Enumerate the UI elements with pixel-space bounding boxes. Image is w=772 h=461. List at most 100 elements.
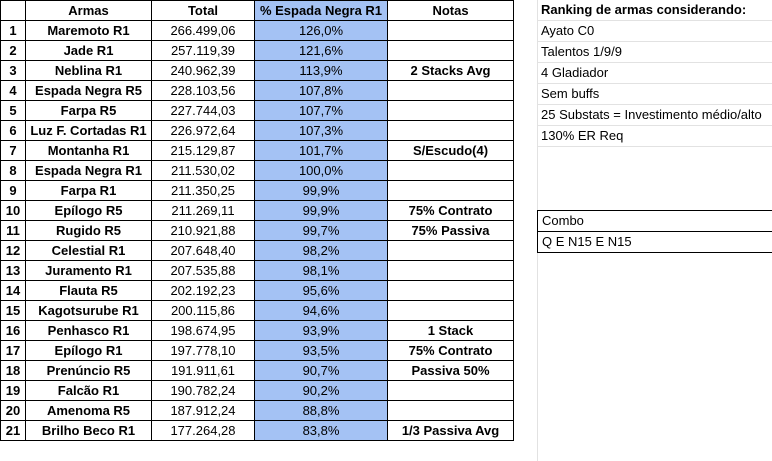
weapon-percent[interactable]: 90,2% <box>254 380 388 401</box>
weapon-percent[interactable]: 98,1% <box>254 260 388 281</box>
weapon-name[interactable]: Farpa R1 <box>25 180 152 201</box>
weapon-note[interactable] <box>387 100 514 121</box>
ranking-title[interactable]: Ranking de armas considerando: <box>537 0 772 21</box>
weapon-name[interactable]: Maremoto R1 <box>25 20 152 41</box>
weapon-name[interactable]: Neblina R1 <box>25 60 152 81</box>
weapon-note[interactable]: 1/3 Passiva Avg <box>387 420 514 441</box>
weapon-note[interactable] <box>387 180 514 201</box>
weapon-total[interactable]: 202.192,23 <box>151 280 255 301</box>
ranking-item[interactable]: Talentos 1/9/9 <box>537 42 772 63</box>
weapon-total[interactable]: 240.962,39 <box>151 60 255 81</box>
weapon-note[interactable] <box>387 280 514 301</box>
weapon-name[interactable]: Espada Negra R5 <box>25 80 152 101</box>
weapon-name[interactable]: Luz F. Cortadas R1 <box>25 120 152 141</box>
weapon-percent[interactable]: 83,8% <box>254 420 388 441</box>
ranking-item[interactable]: 25 Substats = Investimento médio/alto <box>537 105 772 126</box>
weapon-percent[interactable]: 88,8% <box>254 400 388 421</box>
weapon-note[interactable] <box>387 160 514 181</box>
weapon-note[interactable]: 2 Stacks Avg <box>387 60 514 81</box>
weapon-total[interactable]: 228.103,56 <box>151 80 255 101</box>
weapon-total[interactable]: 266.499,06 <box>151 20 255 41</box>
ranking-item[interactable]: 4 Gladiador <box>537 63 772 84</box>
weapon-total[interactable]: 190.782,24 <box>151 380 255 401</box>
row-index[interactable]: 1 <box>0 20 26 41</box>
row-index[interactable]: 8 <box>0 160 26 181</box>
weapon-name[interactable]: Juramento R1 <box>25 260 152 281</box>
row-index[interactable]: 14 <box>0 280 26 301</box>
row-index[interactable]: 6 <box>0 120 26 141</box>
weapon-name[interactable]: Falcão R1 <box>25 380 152 401</box>
weapon-percent[interactable]: 93,9% <box>254 320 388 341</box>
weapon-total[interactable]: 211.530,02 <box>151 160 255 181</box>
weapon-name[interactable]: Prenúncio R5 <box>25 360 152 381</box>
row-index[interactable]: 13 <box>0 260 26 281</box>
weapon-percent[interactable]: 99,9% <box>254 180 388 201</box>
weapon-name[interactable]: Espada Negra R1 <box>25 160 152 181</box>
weapon-percent[interactable]: 90,7% <box>254 360 388 381</box>
weapon-note[interactable] <box>387 380 514 401</box>
weapon-percent[interactable]: 126,0% <box>254 20 388 41</box>
row-index[interactable]: 16 <box>0 320 26 341</box>
weapon-note[interactable]: 75% Passiva <box>387 220 514 241</box>
weapon-total[interactable]: 227.744,03 <box>151 100 255 121</box>
row-index[interactable]: 21 <box>0 420 26 441</box>
weapon-total[interactable]: 177.264,28 <box>151 420 255 441</box>
weapon-percent[interactable]: 98,2% <box>254 240 388 261</box>
weapon-percent[interactable]: 94,6% <box>254 300 388 321</box>
weapon-name[interactable]: Epílogo R5 <box>25 200 152 221</box>
weapon-name[interactable]: Brilho Beco R1 <box>25 420 152 441</box>
header-percent[interactable]: % Espada Negra R1 <box>254 0 388 21</box>
weapon-total[interactable]: 198.674,95 <box>151 320 255 341</box>
ranking-item[interactable]: Sem buffs <box>537 84 772 105</box>
row-index[interactable]: 4 <box>0 80 26 101</box>
weapon-percent[interactable]: 107,8% <box>254 80 388 101</box>
weapon-note[interactable]: S/Escudo(4) <box>387 140 514 161</box>
weapon-total[interactable]: 187.912,24 <box>151 400 255 421</box>
row-index[interactable]: 18 <box>0 360 26 381</box>
weapon-name[interactable]: Farpa R5 <box>25 100 152 121</box>
weapon-total[interactable]: 211.350,25 <box>151 180 255 201</box>
weapon-note[interactable] <box>387 300 514 321</box>
weapon-name[interactable]: Rugido R5 <box>25 220 152 241</box>
weapon-note[interactable]: Passiva 50% <box>387 360 514 381</box>
weapon-note[interactable] <box>387 80 514 101</box>
weapon-note[interactable]: 75% Contrato <box>387 200 514 221</box>
weapon-name[interactable]: Celestial R1 <box>25 240 152 261</box>
header-total[interactable]: Total <box>151 0 255 21</box>
combo-label[interactable]: Combo <box>542 212 584 228</box>
weapon-name[interactable]: Amenoma R5 <box>25 400 152 421</box>
weapon-percent[interactable]: 93,5% <box>254 340 388 361</box>
weapon-percent[interactable]: 101,7% <box>254 140 388 161</box>
row-index[interactable]: 5 <box>0 100 26 121</box>
weapon-total[interactable]: 207.648,40 <box>151 240 255 261</box>
combo-value[interactable]: Q E N15 E N15 <box>538 231 772 252</box>
weapon-name[interactable]: Kagotsurube R1 <box>25 300 152 321</box>
weapon-total[interactable]: 226.972,64 <box>151 120 255 141</box>
header-index[interactable] <box>0 0 26 21</box>
weapon-note[interactable] <box>387 260 514 281</box>
weapon-percent[interactable]: 99,7% <box>254 220 388 241</box>
row-index[interactable]: 20 <box>0 400 26 421</box>
weapon-percent[interactable]: 95,6% <box>254 280 388 301</box>
row-index[interactable]: 2 <box>0 40 26 61</box>
weapon-total[interactable]: 215.129,87 <box>151 140 255 161</box>
weapon-percent[interactable]: 121,6% <box>254 40 388 61</box>
weapon-total[interactable]: 197.778,10 <box>151 340 255 361</box>
weapon-note[interactable] <box>387 240 514 261</box>
weapon-percent[interactable]: 113,9% <box>254 60 388 81</box>
weapon-percent[interactable]: 107,3% <box>254 120 388 141</box>
weapon-total[interactable]: 210.921,88 <box>151 220 255 241</box>
weapon-percent[interactable]: 107,7% <box>254 100 388 121</box>
ranking-item[interactable]: Ayato C0 <box>537 21 772 42</box>
ranking-item[interactable]: 130% ER Req <box>537 126 772 147</box>
weapon-note[interactable]: 75% Contrato <box>387 340 514 361</box>
weapon-note[interactable] <box>387 400 514 421</box>
row-index[interactable]: 10 <box>0 200 26 221</box>
header-notas[interactable]: Notas <box>387 0 514 21</box>
row-index[interactable]: 15 <box>0 300 26 321</box>
header-armas[interactable]: Armas <box>25 0 152 21</box>
weapon-note[interactable] <box>387 20 514 41</box>
weapon-total[interactable]: 211.269,11 <box>151 200 255 221</box>
weapon-total[interactable]: 200.115,86 <box>151 300 255 321</box>
weapon-percent[interactable]: 99,9% <box>254 200 388 221</box>
